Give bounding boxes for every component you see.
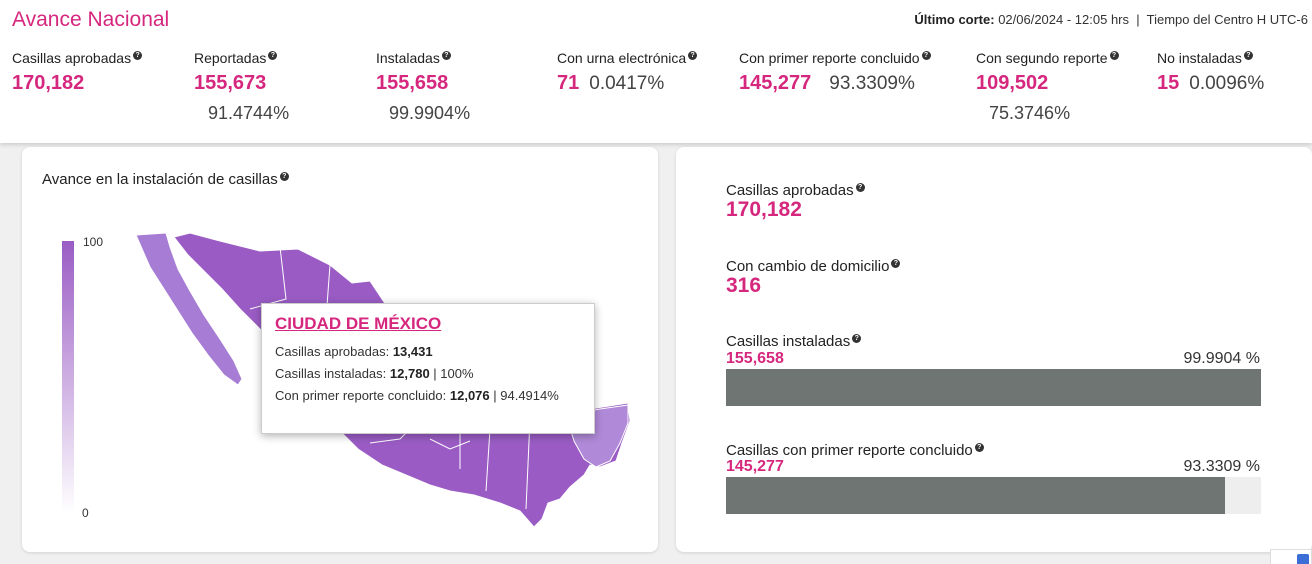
help-icon[interactable]: ? [1243,51,1253,60]
stat-no-instaladas: No instaladas? 15 0.0096% [1157,50,1264,95]
tooltip-reporte-label: Con primer reporte concluido: [275,388,447,403]
side-instaladas-value: 155,658 [726,350,784,367]
map-tooltip: CIUDAD DE MÉXICO Casillas aprobadas: 13,… [261,303,595,434]
help-icon[interactable]: ? [855,183,865,192]
stat-value: 109,502 [976,72,1049,94]
help-icon[interactable]: ? [852,334,862,343]
recaptcha-icon [1297,554,1309,564]
side-instaladas-label: Casillas instaladas? [726,333,862,350]
tooltip-reporte: Con primer reporte concluido: 12,076 | 9… [275,388,581,403]
stat-percent: 93.3309% [829,73,915,94]
help-icon[interactable]: ? [441,51,451,60]
help-icon[interactable]: ? [279,172,289,181]
stat-percent: 99.9904% [389,103,471,123]
stat-label: Con primer reporte concluido [739,50,920,66]
tooltip-reporte-pct: | 94.4914% [493,388,559,403]
side-domicilio-label-text: Con cambio de domicilio [726,258,890,275]
help-icon[interactable]: ? [1109,51,1119,60]
color-legend-bar [62,241,74,513]
side-reporte-label: Casillas con primer reporte concluido? [726,442,984,459]
stat-label: Casillas aprobadas [12,50,132,66]
stat-reportadas: Reportadas? 155,673 91.4744% [194,50,289,124]
side-instaladas-pct: 99.9904 % [1183,350,1260,367]
stat-urna-electronica: Con urna electrónica? 71 0.0417% [557,50,698,95]
timezone: Tiempo del Centro H UTC-6 [1146,12,1308,27]
stat-value: 71 [557,72,580,94]
map-title-text: Avance en la instalación de casillas [42,171,278,188]
side-domicilio-label: Con cambio de domicilio? [726,258,901,275]
stat-label: Reportadas [194,50,267,66]
side-domicilio-value: 316 [726,274,762,297]
side-instaladas-label-text: Casillas instaladas [726,333,851,350]
cutoff-separator: | [1136,12,1140,27]
stat-percent: 75.3746% [989,103,1071,123]
stat-instaladas: Instaladas? 155,658 99.9904% [376,50,470,124]
map-card: Avance en la instalación de casillas? 10… [22,147,658,552]
map-title: Avance en la instalación de casillas? [42,171,289,188]
tooltip-aprobadas-label: Casillas aprobadas: [275,344,390,359]
help-icon[interactable]: ? [891,259,901,268]
tooltip-aprobadas-value: 13,431 [392,344,433,359]
cutoff-value: 02/06/2024 - 12:05 hrs [998,12,1130,27]
help-icon[interactable]: ? [688,51,698,60]
tooltip-instaladas: Casillas instaladas: 12,780 | 100% [275,366,581,381]
help-icon[interactable]: ? [268,51,278,60]
instaladas-progress-fill [726,369,1261,406]
stat-value: 145,277 [739,72,812,94]
stat-casillas-aprobadas: Casillas aprobadas? 170,182 [12,50,143,95]
legend-max-label: 100 [83,235,104,249]
stat-value: 155,658 [376,72,449,94]
side-reporte-pct: 93.3309 % [1183,458,1260,475]
stat-label: No instaladas [1157,50,1242,66]
stat-percent: 0.0096% [1189,73,1265,94]
help-icon[interactable]: ? [133,51,143,60]
tooltip-instaladas-pct: | 100% [433,366,474,381]
stat-value: 15 [1157,72,1180,94]
page-title: Avance Nacional [12,8,170,31]
cutoff-label: Último corte: [914,12,995,27]
stat-label: Con segundo reporte [976,50,1108,66]
tooltip-instaladas-value: 12,780 [389,366,430,381]
stat-value: 170,182 [12,72,85,94]
tooltip-instaladas-label: Casillas instaladas: [275,366,387,381]
stat-segundo-reporte: Con segundo reporte? 109,502 75.3746% [976,50,1119,124]
tooltip-state-link[interactable]: CIUDAD DE MÉXICO [275,314,442,333]
tooltip-reporte-value: 12,076 [449,388,490,403]
help-icon[interactable]: ? [974,443,984,452]
stat-percent: 0.0417% [589,73,665,94]
header: Avance Nacional Último corte: 02/06/2024… [0,0,1312,143]
stat-label: Con urna electrónica [557,50,687,66]
help-icon[interactable]: ? [921,51,931,60]
side-aprobadas-label-text: Casillas aprobadas [726,182,854,199]
summary-card: Casillas aprobadas? 170,182 Con cambio d… [676,147,1312,552]
side-reporte-value: 145,277 [726,458,784,475]
legend-min-label: 0 [82,506,89,520]
side-aprobadas-label: Casillas aprobadas? [726,182,865,199]
tooltip-aprobadas: Casillas aprobadas: 13,431 [275,344,581,359]
side-reporte-label-text: Casillas con primer reporte concluido [726,442,973,459]
recaptcha-badge[interactable] [1270,549,1312,564]
stat-percent: 91.4744% [208,103,290,123]
map-region-baja [135,232,243,386]
stat-primer-reporte: Con primer reporte concluido? 145,277 93.… [739,50,931,95]
side-aprobadas-value: 170,182 [726,198,802,221]
stat-value: 155,673 [194,72,267,94]
stat-label: Instaladas [376,50,440,66]
reporte-progress-fill [726,477,1226,514]
instaladas-progress-bar [726,369,1261,406]
reporte-progress-bar [726,477,1261,514]
cutoff-info: Último corte: 02/06/2024 - 12:05 hrs | T… [914,12,1308,27]
